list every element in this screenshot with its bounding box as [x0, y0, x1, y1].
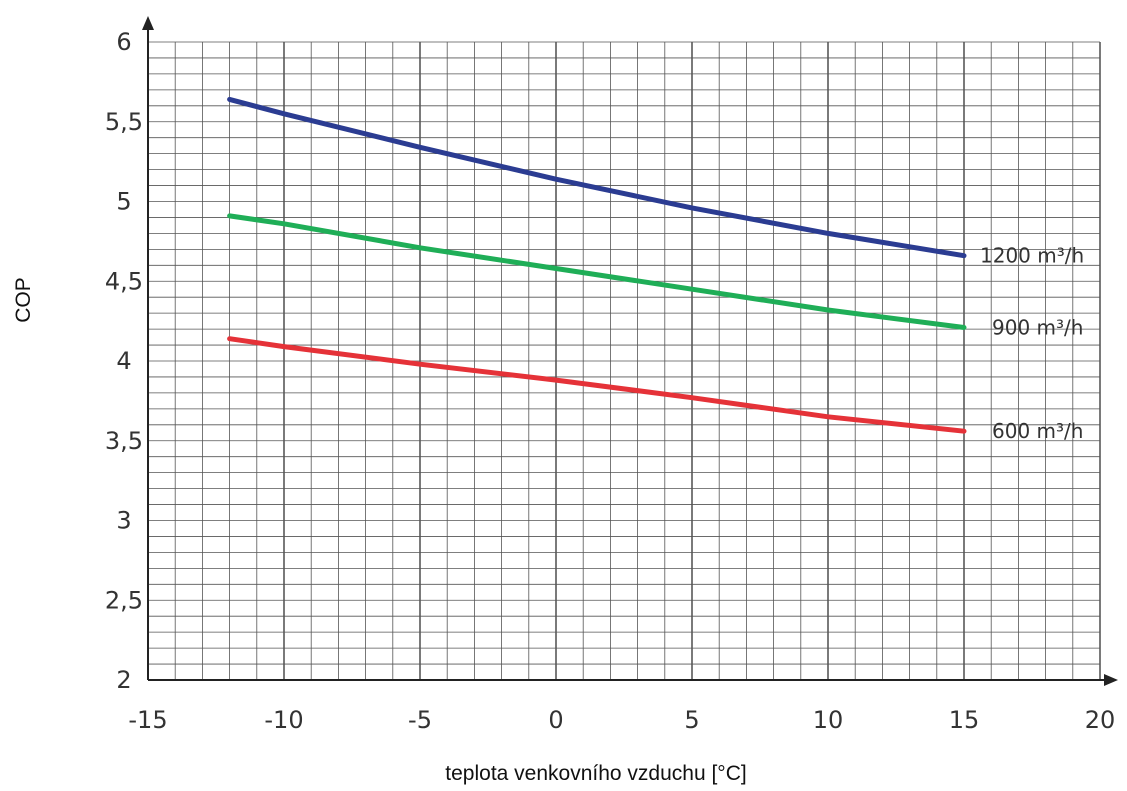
series-label: 900 m³/h	[992, 316, 1083, 340]
y-axis-arrow	[142, 16, 154, 30]
grid	[148, 41, 1101, 680]
y-tick-label: 2	[116, 666, 131, 694]
x-tick-label: -10	[264, 706, 303, 734]
series-line	[227, 213, 967, 330]
y-tick-label: 4,5	[105, 267, 143, 295]
x-tick-label: 15	[949, 706, 980, 734]
series-label: 600 m³/h	[992, 419, 1083, 443]
y-axis-title: COP	[12, 277, 35, 323]
axes	[142, 16, 1118, 686]
y-tick-label: 2,5	[105, 586, 143, 614]
x-tick-label: -15	[128, 706, 167, 734]
y-tick-label: 5	[116, 188, 131, 216]
y-tick-label: 3	[116, 507, 131, 535]
x-tick-label: 5	[684, 706, 699, 734]
y-tick-label: 6	[116, 28, 131, 56]
x-tick-label: 0	[548, 706, 563, 734]
labels: -15 -10 -5 0 5 10 15 20 2 2,5 3 3,5 4 4,5 5 5,5 6 1200 m³…	[105, 28, 1115, 734]
y-tick-label: 3,5	[105, 427, 143, 455]
series-lines	[227, 96, 967, 434]
y-tick-label: 4	[116, 347, 131, 375]
x-tick-label: 20	[1085, 706, 1116, 734]
x-axis-arrow	[1104, 674, 1118, 686]
y-tick-label: 5,5	[105, 108, 143, 136]
x-tick-label: 10	[813, 706, 844, 734]
series-line	[227, 336, 967, 434]
series-label: 1200 m³/h	[980, 244, 1084, 268]
series-line	[227, 96, 967, 259]
x-axis-title: teplota venkovního vzduchu [°C]	[445, 762, 746, 785]
x-tick-label: -5	[408, 706, 432, 734]
